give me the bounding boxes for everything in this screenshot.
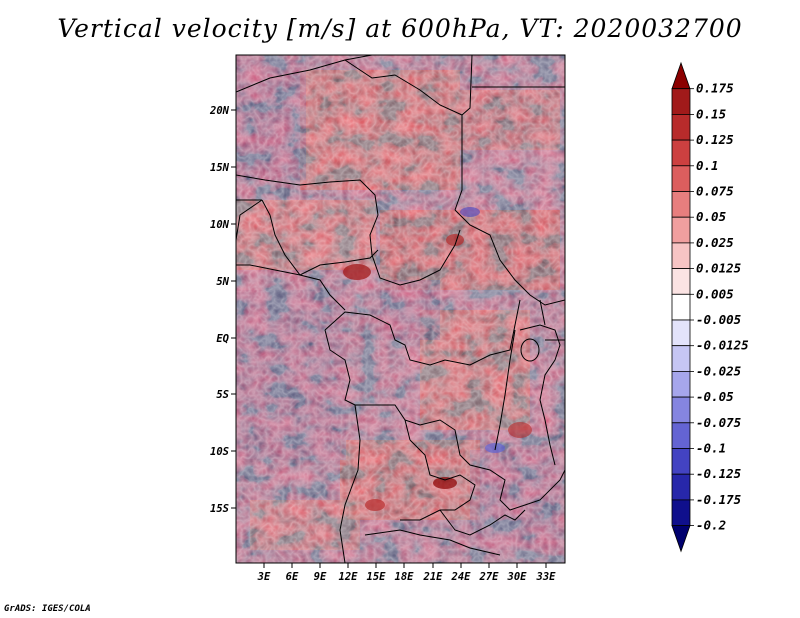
- lat-label: 5N: [216, 276, 229, 288]
- colorbar-swatch: [671, 61, 691, 90]
- colorbar-label: 0.125: [696, 132, 734, 147]
- lat-label: 15S: [210, 503, 229, 515]
- lon-label: 27E: [479, 571, 500, 583]
- colorbar-label: -0.125: [696, 466, 742, 481]
- colorbar-label: -0.075: [696, 415, 742, 430]
- lat-label: EQ: [216, 333, 229, 345]
- lon-label: 6E: [286, 571, 299, 583]
- colorbar-label: -0.005: [696, 312, 742, 327]
- grads-credit: GrADS: IGES/COLA: [4, 604, 91, 614]
- colorbar-label: -0.175: [696, 492, 742, 507]
- colorbar-swatch: [671, 165, 691, 192]
- lon-label: 21E: [423, 571, 444, 583]
- lat-label: 15N: [210, 162, 230, 174]
- colorbar-swatch: [671, 88, 691, 115]
- lat-label: 10N: [210, 219, 230, 231]
- colorbar-swatch: [671, 448, 691, 475]
- country-borders: [236, 55, 565, 563]
- lat-label: 5S: [216, 389, 229, 401]
- colorbar-label: 0.15: [696, 106, 727, 121]
- colorbar-label: -0.0125: [696, 338, 749, 353]
- colorbar-swatch: [671, 242, 691, 269]
- colorbar-swatch: [671, 396, 691, 424]
- colorbar-swatch: [671, 473, 691, 501]
- colorbar-label: 0.005: [696, 286, 734, 301]
- lat-label: 10S: [210, 446, 229, 458]
- colorbar-label: 0.05: [696, 209, 727, 224]
- lon-label: 15E: [367, 571, 387, 583]
- colorbar-label: -0.05: [696, 389, 734, 404]
- colorbar: 0.175 0.15 0.125 0.1 0.075 0.05 0.025 0.0125 0.0…: [671, 61, 749, 553]
- colorbar-swatch: [671, 525, 691, 553]
- colorbar-label: 0.175: [696, 81, 734, 96]
- lon-label: 9E: [314, 571, 327, 583]
- colorbar-swatch: [671, 422, 691, 449]
- colorbar-swatch: [671, 293, 691, 321]
- colorbar-swatch: [671, 216, 691, 244]
- lon-label: 30E: [507, 571, 528, 583]
- colorbar-label: 0.0125: [696, 261, 742, 276]
- lat-label: 20N: [209, 105, 230, 117]
- colorbar-swatch: [671, 139, 691, 167]
- velocity-field: [236, 55, 565, 563]
- colorbar-swatch: [671, 114, 691, 141]
- colorbar-label: -0.2: [696, 518, 726, 533]
- longitude-axis: 3E 6E 9E 12E 15E 18E 21E 24E 27E 30E 33E: [257, 563, 556, 583]
- map-frame: [235, 54, 566, 564]
- colorbar-label: 0.075: [696, 184, 734, 199]
- colorbar-label: 0.1: [696, 158, 719, 173]
- lon-label: 24E: [451, 571, 472, 583]
- colorbar-label: -0.1: [696, 441, 726, 456]
- lon-label: 3E: [257, 571, 271, 583]
- colorbar-label: 0.025: [696, 235, 734, 250]
- lon-label: 12E: [339, 571, 359, 583]
- colorbar-swatch: [671, 268, 691, 295]
- lon-label: 33E: [536, 571, 557, 583]
- plot-title: Vertical velocity [m/s] at 600hPa, VT: 2…: [57, 14, 743, 43]
- colorbar-label: -0.025: [696, 363, 742, 378]
- latitude-axis: 20N 15N 10N 5N EQ 5S 10S 15S: [209, 105, 236, 515]
- colorbar-swatch: [671, 499, 691, 526]
- colorbar-swatch: [671, 319, 691, 347]
- colorbar-swatch: [671, 345, 691, 372]
- colorbar-swatch: [671, 191, 691, 218]
- lon-label: 18E: [395, 571, 415, 583]
- colorbar-swatch: [671, 370, 691, 398]
